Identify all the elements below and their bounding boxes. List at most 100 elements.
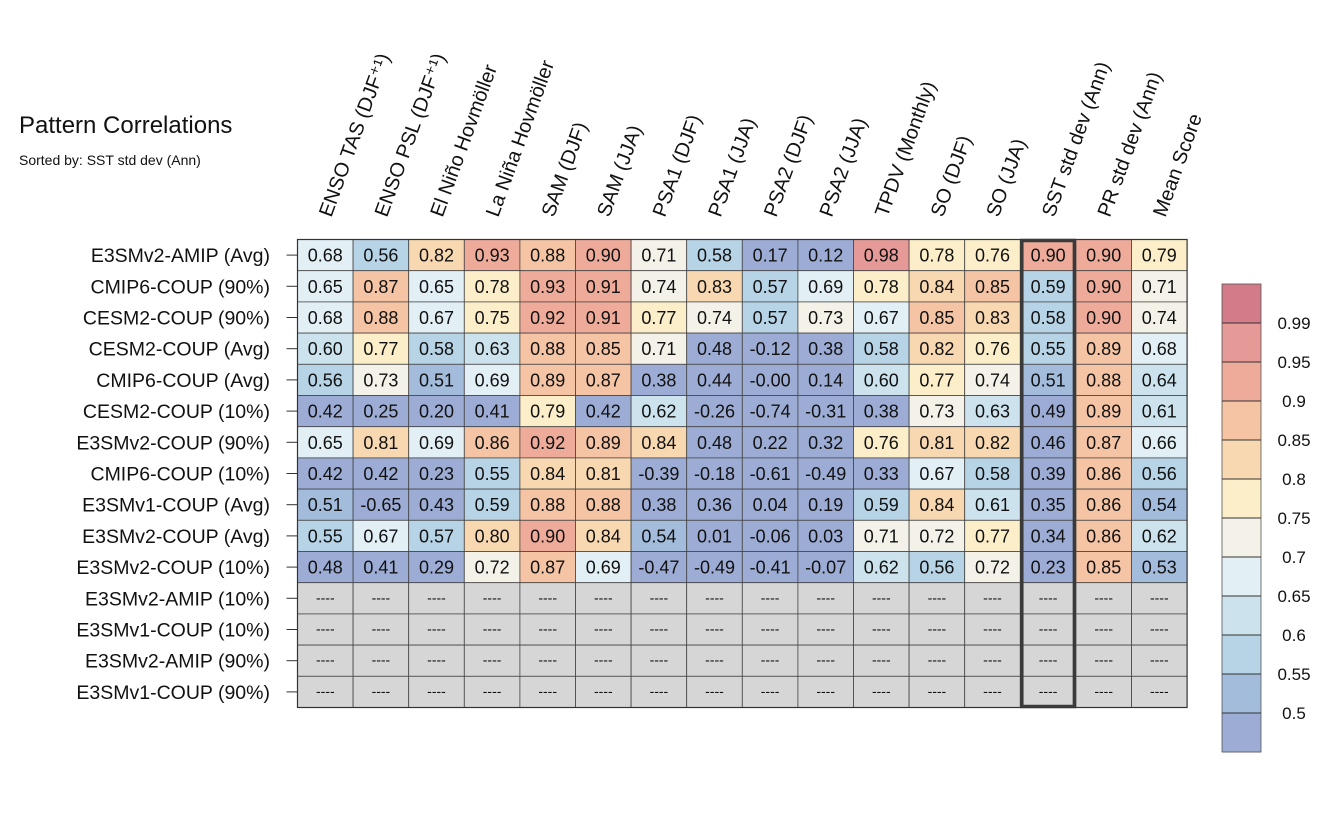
cell-value-label: 0.85	[975, 277, 1010, 297]
heatmap-cell	[297, 644, 354, 677]
row-label: CMIP6-COUP (Avg)	[96, 370, 270, 392]
missing-value-label: ----	[650, 652, 669, 668]
heatmap-cell	[1131, 644, 1188, 677]
cell-value-label: 0.53	[1142, 558, 1177, 578]
colorbar-tick-label: 0.7	[1282, 548, 1306, 567]
cell-value-label: 0.90	[1086, 246, 1121, 266]
cell-value-label: 0.85	[586, 339, 621, 359]
heatmap-cell	[853, 519, 910, 552]
cell-value-label: 0.92	[530, 433, 565, 453]
heatmap-cell	[1131, 582, 1188, 615]
cell-value-label: 0.76	[975, 339, 1010, 359]
cell-value-label: 0.54	[1142, 495, 1177, 515]
missing-value-label: ----	[372, 683, 391, 699]
cell-value-label: -0.74	[750, 402, 791, 422]
heatmap-cell	[408, 675, 465, 708]
cell-value-label: 0.83	[975, 308, 1010, 328]
missing-value-label: ----	[1094, 589, 1113, 605]
heatmap-cell	[463, 332, 521, 365]
heatmap-cell	[1019, 301, 1077, 334]
heatmap-cell	[630, 613, 688, 646]
heatmap-cell	[964, 332, 1021, 365]
missing-value-label: ----	[872, 683, 891, 699]
colorbar-segment	[1222, 284, 1261, 324]
cell-value-label: 0.42	[308, 402, 343, 422]
colorbar-tick-label: 0.99	[1277, 314, 1310, 333]
cell-value-label: -0.26	[694, 402, 735, 422]
missing-value-label: ----	[594, 683, 613, 699]
cell-value-label: 0.56	[363, 246, 398, 266]
heatmap-cell	[630, 551, 688, 584]
colorbar-segment	[1222, 674, 1261, 714]
cell-value-label: 0.74	[641, 277, 676, 297]
cell-value-label: 0.74	[697, 308, 732, 328]
row-label: E3SMv1-COUP (10%)	[76, 620, 270, 642]
cell-value-label: 0.62	[1142, 526, 1177, 546]
cell-value-label: 0.88	[1086, 370, 1121, 390]
missing-value-label: ----	[316, 683, 335, 699]
cell-value-label: 0.91	[586, 277, 621, 297]
heatmap-cell	[1019, 644, 1077, 677]
cell-value-label: 0.89	[1086, 402, 1121, 422]
colorbar-segment	[1222, 401, 1261, 441]
cell-value-label: 0.19	[808, 495, 843, 515]
cell-value-label: 0.58	[864, 339, 899, 359]
cell-value-label: 0.66	[1142, 433, 1177, 453]
heatmap-cell	[741, 519, 799, 552]
heatmap-cell	[463, 426, 521, 459]
missing-value-label: ----	[1150, 652, 1169, 668]
cell-value-label: 0.63	[975, 402, 1010, 422]
cell-value-label: -0.18	[694, 464, 735, 484]
cell-value-label: 0.01	[697, 526, 732, 546]
heatmap-cell	[1131, 519, 1188, 552]
missing-value-label: ----	[761, 589, 780, 605]
column-label: TPDV (Monthly)	[871, 79, 940, 220]
heatmap-cell	[1075, 519, 1132, 552]
heatmap-cell	[741, 270, 799, 303]
cell-value-label: 0.69	[419, 433, 454, 453]
row-label: E3SMv1-COUP (Avg)	[82, 495, 270, 517]
heatmap-cell	[519, 519, 576, 552]
heatmap-cell	[463, 551, 521, 584]
heatmap-cell	[519, 426, 576, 459]
heatmap-cell	[408, 519, 465, 552]
cell-value-label: 0.91	[586, 308, 621, 328]
heatmap-cell	[853, 332, 910, 365]
row-label: CMIP6-COUP (90%)	[90, 276, 270, 298]
cell-value-label: -0.61	[750, 464, 791, 484]
cell-value-label: 0.17	[753, 246, 788, 266]
heatmap-cell	[797, 519, 854, 552]
heatmap-cell	[408, 551, 465, 584]
heatmap-cell	[297, 488, 354, 521]
missing-value-label: ----	[594, 621, 613, 637]
cell-value-label: 0.74	[975, 370, 1010, 390]
cell-value-label: 0.67	[419, 308, 454, 328]
cell-value-label: 0.39	[1031, 464, 1066, 484]
cell-value-label: 0.43	[419, 495, 454, 515]
heatmap-cell	[1075, 551, 1132, 584]
cell-value-label: 0.82	[919, 339, 954, 359]
missing-value-label: ----	[983, 589, 1002, 605]
heatmap-cell	[408, 332, 465, 365]
cell-value-label: 0.34	[1031, 526, 1066, 546]
cell-value-label: 0.33	[864, 464, 899, 484]
colorbar-tick-label: 0.75	[1277, 509, 1310, 528]
heatmap-cell	[519, 395, 576, 428]
cell-value-label: 0.61	[975, 495, 1010, 515]
heatmap-cell	[686, 582, 743, 615]
cell-value-label: 0.68	[308, 246, 343, 266]
heatmap-cell	[408, 488, 465, 521]
heatmap-cell	[797, 239, 854, 272]
heatmap-cell	[630, 582, 688, 615]
heatmap-cell	[408, 270, 465, 303]
cell-value-label: 0.71	[641, 339, 676, 359]
cell-value-label: 0.29	[419, 558, 454, 578]
cell-value-label: 0.86	[1086, 526, 1121, 546]
heatmap-cell	[408, 301, 465, 334]
missing-value-label: ----	[1150, 683, 1169, 699]
row-label: E3SMv2-COUP (90%)	[76, 432, 270, 454]
heatmap-cell	[853, 675, 910, 708]
heatmap-cell	[575, 363, 632, 396]
heatmap-cell	[297, 675, 354, 708]
cell-value-label: 0.58	[419, 339, 454, 359]
